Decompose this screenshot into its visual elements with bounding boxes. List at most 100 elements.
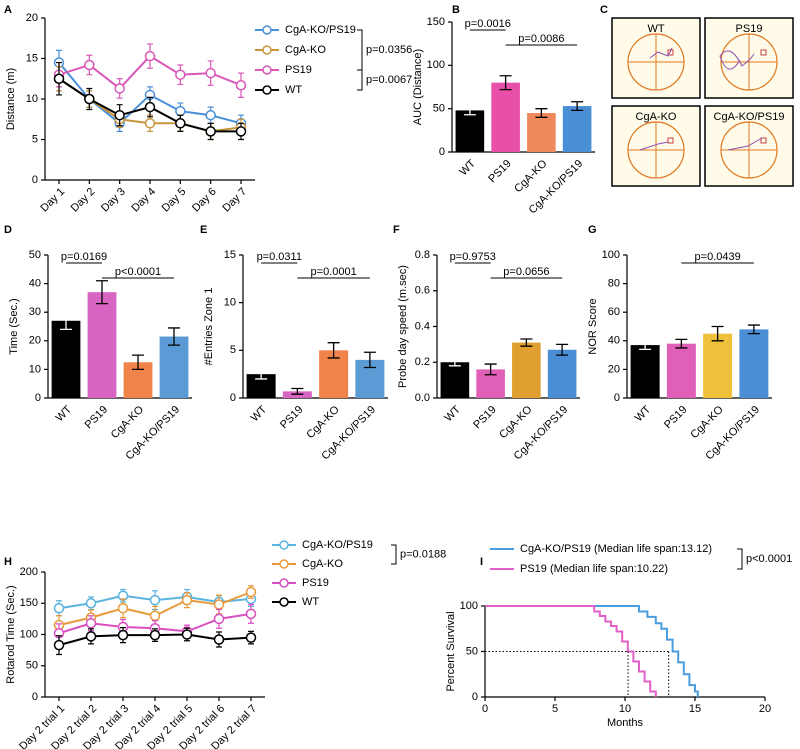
legend-marker [279, 540, 289, 550]
error-bar [168, 327, 180, 346]
data-point [85, 618, 97, 629]
x-tick-label: WT [249, 403, 270, 424]
x-tick-label: PS19 [278, 404, 306, 432]
data-point [245, 586, 257, 598]
y-tick-label: 0 [472, 691, 478, 703]
y-tick-label: 50 [26, 660, 38, 672]
y-axis-title: Distance (m) [5, 68, 17, 130]
x-tick-label: PS19 [662, 404, 690, 432]
legend-marker [262, 85, 272, 95]
error-bar [291, 387, 304, 395]
panel-letter: C [600, 4, 608, 16]
x-tick-label: WT [54, 403, 75, 424]
y-tick-label: 20 [29, 335, 41, 347]
data-point [181, 629, 193, 640]
error-bar [448, 358, 461, 367]
bar [666, 343, 696, 398]
data-point [149, 629, 161, 641]
maze-cross [628, 34, 684, 90]
error-bar [675, 338, 688, 349]
p-value: p=0.0001 [311, 266, 357, 278]
error-bar [747, 324, 760, 335]
legend-marker [262, 25, 272, 35]
y-tick-label: 10 [224, 297, 236, 309]
y-tick-label: 10 [26, 93, 38, 105]
legend-label: PS19 [285, 64, 312, 76]
y-tick-label: 0 [614, 392, 620, 404]
data-point [205, 109, 216, 121]
data-point [85, 631, 97, 642]
error-bar [327, 342, 340, 359]
x-tick-label: 5 [552, 703, 558, 715]
maze-track [639, 141, 669, 151]
data-point [205, 67, 216, 79]
y-tick-label: 0.0 [415, 392, 430, 404]
x-tick-label: PS19 [83, 404, 111, 432]
p-value: p=0.0086 [518, 33, 564, 45]
data-point [213, 599, 225, 610]
y-tick-label: 5 [32, 133, 38, 145]
maze-cross [721, 34, 777, 90]
bar [703, 333, 733, 398]
p-bracket [391, 544, 397, 565]
data-point [117, 603, 129, 614]
y-tick-label: 0.8 [415, 249, 430, 261]
y-axis-title: Rotarod Time (Sec.) [5, 585, 17, 683]
y-axis-title: AUC (Distance) [412, 49, 424, 125]
data-point [213, 613, 225, 625]
x-tick-label: 10 [619, 703, 631, 715]
p-value: p=0.0656 [503, 266, 549, 278]
y-tick-label: 20 [608, 363, 620, 375]
error-bar [363, 351, 376, 369]
y-axis-title: NOR Score [587, 298, 599, 354]
bar [87, 292, 117, 398]
data-point [235, 126, 247, 137]
panel-letter: G [588, 224, 597, 236]
y-tick-label: 0 [32, 174, 38, 186]
bar [246, 374, 276, 398]
panel-letter: D [4, 224, 12, 236]
bar [159, 336, 189, 398]
y-tick-label: 50 [29, 249, 41, 261]
y-tick-label: 100 [460, 600, 478, 612]
data-point [84, 59, 95, 71]
error-bar [499, 75, 512, 91]
legend-label: CgA-KO/PS19 [302, 539, 373, 551]
maze-track [719, 50, 755, 70]
y-tick-label: 0 [230, 392, 236, 404]
y-tick-label: 0.4 [415, 320, 430, 332]
error-bar [484, 363, 497, 376]
maze-track [727, 137, 763, 151]
y-tick-label: 150 [20, 597, 38, 609]
data-point [175, 118, 186, 129]
x-tick-label: Day 1 [38, 186, 67, 215]
bar [491, 82, 520, 152]
y-tick-label: 80 [608, 278, 620, 290]
y-tick-label: 200 [20, 566, 38, 578]
bar [562, 106, 592, 152]
legend-label: CgA-KO [285, 44, 326, 56]
error-bar [571, 101, 584, 112]
legend-label: PS19 (Median life span:10.22) [520, 563, 668, 575]
maze-label: CgA-KO [636, 111, 677, 123]
survival-curve [485, 605, 699, 697]
y-tick-label: 50 [433, 103, 445, 115]
data-point [84, 93, 95, 105]
y-axis-title: Probe day speed (m.sec) [397, 265, 409, 388]
y-tick-label: 0 [439, 146, 445, 158]
y-tick-label: 20 [26, 12, 38, 24]
maze-track [649, 47, 673, 59]
p-bracket [357, 69, 363, 91]
x-tick-label: Day 6 [190, 186, 219, 215]
y-tick-label: 100 [427, 59, 445, 71]
legend-label: CgA-KO/PS19 [285, 24, 356, 36]
data-point [144, 101, 156, 113]
y-tick-label: 60 [608, 306, 620, 318]
maze-label: WT [647, 23, 664, 35]
panel-letter: A [4, 4, 12, 16]
data-point [175, 105, 186, 117]
maze-label: PS19 [736, 23, 763, 35]
p-value: p<0.0001 [746, 553, 792, 565]
x-tick-label: WT [442, 403, 463, 424]
